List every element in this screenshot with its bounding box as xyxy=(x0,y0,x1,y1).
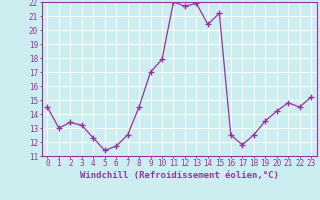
X-axis label: Windchill (Refroidissement éolien,°C): Windchill (Refroidissement éolien,°C) xyxy=(80,171,279,180)
